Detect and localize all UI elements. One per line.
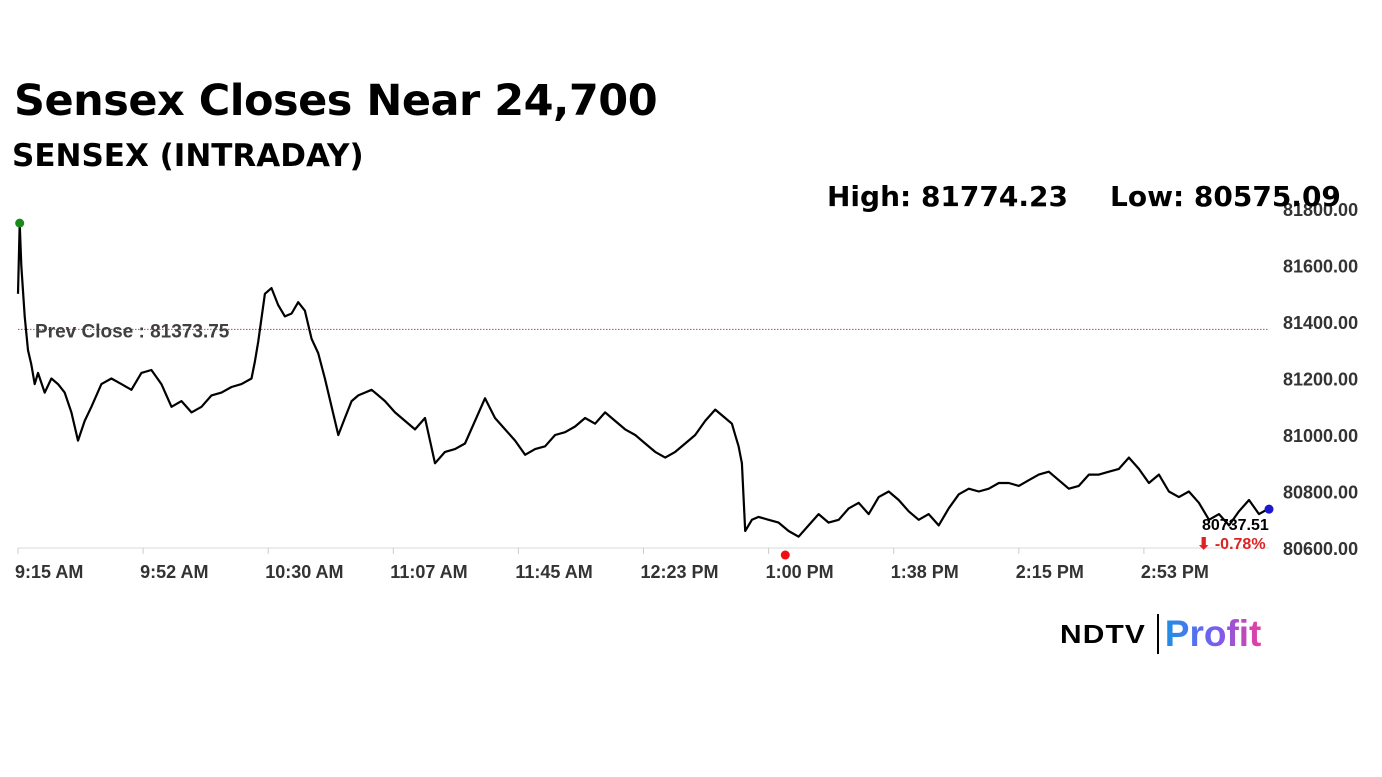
sensex-series-line <box>16 222 1270 538</box>
x-tick-label: 1:00 PM <box>766 562 834 582</box>
last-value-label: 80737.51 <box>1202 517 1269 534</box>
profit-wordmark: Profit <box>1164 613 1262 654</box>
x-tick-label: 11:07 AM <box>390 562 467 582</box>
x-tick-label: 9:52 AM <box>140 562 208 582</box>
x-tick-label: 12:23 PM <box>641 562 719 582</box>
x-tick-label: 11:45 AM <box>515 562 592 582</box>
y-tick-label: 80600.00 <box>1283 539 1358 559</box>
last-marker <box>1264 504 1274 514</box>
high-marker <box>15 218 25 228</box>
low-marker <box>780 550 790 560</box>
logo-divider <box>1156 614 1159 654</box>
x-tick-label: 2:15 PM <box>1016 562 1084 582</box>
change-percent-label: ⬇ -0.78% <box>1197 536 1266 553</box>
chart-subtitle: SENSEX (INTRADAY) <box>12 138 364 174</box>
x-tick-label: 2:53 PM <box>1141 562 1209 582</box>
headline: Sensex Closes Near 24,700 <box>14 76 658 126</box>
y-tick-label: 81200.00 <box>1283 370 1358 390</box>
ndtv-wordmark: NDTV <box>1060 618 1146 649</box>
x-tick-label: 10:30 AM <box>265 562 343 582</box>
x-tick-label: 1:38 PM <box>891 562 959 582</box>
prev-close-label: Prev Close : 81373.75 <box>35 321 230 342</box>
y-tick-label: 81400.00 <box>1283 313 1358 333</box>
high-stat: High: 81774.23 <box>827 180 1068 213</box>
x-tick-label: 9:15 AM <box>15 562 83 582</box>
y-tick-label: 80800.00 <box>1283 483 1358 503</box>
y-tick-label: 81600.00 <box>1283 257 1358 277</box>
ndtv-profit-logo: NDTV Profit <box>1060 612 1261 656</box>
y-tick-label: 81800.00 <box>1283 200 1358 220</box>
y-tick-label: 81000.00 <box>1283 426 1358 446</box>
low-stat: Low: 80575.09 <box>1110 180 1341 213</box>
